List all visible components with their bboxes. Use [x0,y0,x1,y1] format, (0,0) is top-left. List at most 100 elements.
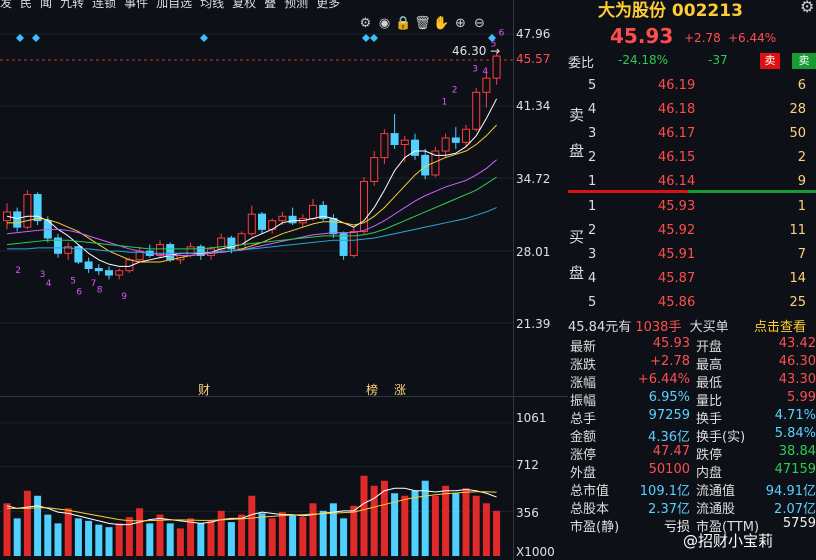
hand-icon[interactable]: ✋ [433,16,450,31]
candle-body [451,137,460,143]
candle-body [115,270,124,276]
candle-body [472,91,481,130]
volume-bar [360,475,368,556]
ask-row[interactable]: 3 46.17 50 [568,126,816,146]
toolbar-item[interactable]: 事件 [124,0,149,10]
volume-bar [329,503,337,556]
volume-bar [350,505,358,556]
candle-body [166,244,175,261]
stat-label: 总市值 [570,484,610,499]
bid-row[interactable]: 3 45.91 7 [568,247,816,267]
candle-body [258,213,266,230]
candle-body [309,204,317,219]
candle-body [227,237,236,250]
order-level: 5 [588,295,597,310]
candle-body [247,213,256,235]
toolbar-item[interactable]: 均线 [200,0,225,10]
toolbar-item[interactable]: 加自选 [156,0,193,10]
volume-bar [23,490,31,556]
order-ratio-diff: -37 [708,53,728,67]
plus-icon[interactable]: ⊕ [455,16,466,31]
ask-row[interactable]: 5 46.19 6 [568,78,816,98]
toolbar-item[interactable]: 叠 [264,0,277,10]
stock-title: 大为股份 002213 [598,1,743,21]
eye-icon[interactable]: ◉ [378,16,391,31]
bid-row[interactable]: 4 45.87 14 [568,271,816,291]
event-marker-finance[interactable]: 财 [198,383,211,397]
price-change: +2.78 [684,31,721,45]
stat-value: 5.84% [774,426,816,441]
buy-button[interactable]: 卖 [792,53,816,69]
volume-bar [431,495,439,556]
order-volume: 6 [797,78,806,93]
bid-row[interactable]: 2 45.92 11 [568,223,816,243]
order-price: 46.17 [658,126,696,141]
stat-value: 97259 [648,408,690,423]
event-marker-limit-up[interactable]: 涨 [394,383,407,397]
stat-label: 总手 [570,412,597,427]
toolbar-item[interactable]: 九转 [60,0,85,10]
candle-body [400,139,409,146]
volume-bar [482,503,490,556]
stat-value: 45.93 [652,336,690,351]
order-volume: 28 [789,102,806,117]
sell-button[interactable]: 卖 [760,53,780,69]
toolbar-item[interactable]: 复权 [232,0,257,10]
lock-icon[interactable]: 🔒 [395,16,412,31]
stat-label: 流通股 [696,502,736,517]
ask-row[interactable]: 2 46.15 2 [568,150,816,170]
ma-line [6,98,498,267]
order-level: 4 [588,102,597,117]
toolbar-item[interactable]: 民 [20,0,33,10]
toolbar-item[interactable]: 连锁 [92,0,117,10]
toolbar-item[interactable]: 发 [0,0,13,10]
event-diamond [362,34,370,42]
minus-icon[interactable]: ⊖ [474,16,485,31]
stat-label: 开盘 [696,340,723,355]
stat-value: 43.30 [778,372,816,387]
stat-label: 外盘 [570,466,597,481]
stat-value: 50100 [648,462,690,477]
ask-row[interactable]: 4 46.18 28 [568,102,816,122]
toolbar-item[interactable]: 预测 [284,0,309,10]
volume-ma-line [7,491,497,522]
volume-bar [299,517,307,556]
candle-body [278,215,287,222]
candle-body [186,246,195,256]
order-level: 4 [588,271,597,286]
big-order-link[interactable]: 点击查看 [754,320,807,335]
gear-icon[interactable]: ⚙ [359,16,372,31]
quote-panel: 大为股份 002213 ⚙ 45.93 +2.78 +6.44% 委比 -24.… [568,0,816,560]
stat-value: 2.07亿 [774,502,816,517]
bid-row[interactable]: 5 45.86 25 [568,295,816,315]
stat-value: 46.30 [778,354,816,369]
toolbar-item[interactable]: 更多 [316,0,341,10]
volume-bar [3,503,11,556]
order-level: 1 [588,174,597,189]
td-sequence-label: 3 [472,65,478,75]
order-level: 2 [588,150,597,165]
ask-row[interactable]: 1 46.14 9 [568,174,816,194]
bid-row[interactable]: 1 45.93 1 [568,199,816,219]
big-order-volume: 1038手 [635,320,682,335]
event-marker-ranking[interactable]: 榜 [366,383,379,397]
stat-label: 最低 [696,376,723,391]
event-diamond [488,34,496,42]
toolbar-item[interactable]: 闻 [40,0,53,10]
trash-icon[interactable]: 🗑 [414,16,431,31]
candle-body [84,261,93,270]
bid-side-label: 买 [569,228,585,246]
gear-icon[interactable]: ⚙ [800,0,815,16]
stat-label: 市盈(静) [570,520,620,535]
stat-label: 最新 [570,340,597,355]
order-volume: 2 [797,150,806,165]
order-price: 46.19 [658,78,696,93]
candle-body [237,233,246,250]
bid-side-label: 盘 [569,264,585,282]
volume-bar [442,485,450,556]
order-price: 45.93 [658,199,696,214]
order-price: 46.18 [658,102,696,117]
volume-bar [74,518,82,556]
